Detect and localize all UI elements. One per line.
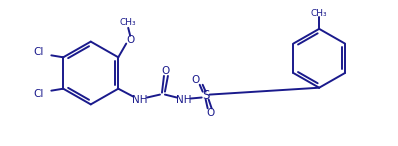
Text: O: O: [191, 75, 200, 85]
Text: S: S: [202, 89, 209, 102]
Text: O: O: [126, 35, 134, 45]
Text: NH: NH: [133, 95, 148, 105]
Text: CH₃: CH₃: [311, 9, 328, 18]
Text: Cl: Cl: [33, 89, 43, 99]
Text: CH₃: CH₃: [120, 19, 137, 27]
Text: Cl: Cl: [33, 47, 43, 57]
Text: NH: NH: [176, 95, 191, 105]
Text: O: O: [207, 108, 215, 118]
Text: O: O: [162, 66, 170, 76]
